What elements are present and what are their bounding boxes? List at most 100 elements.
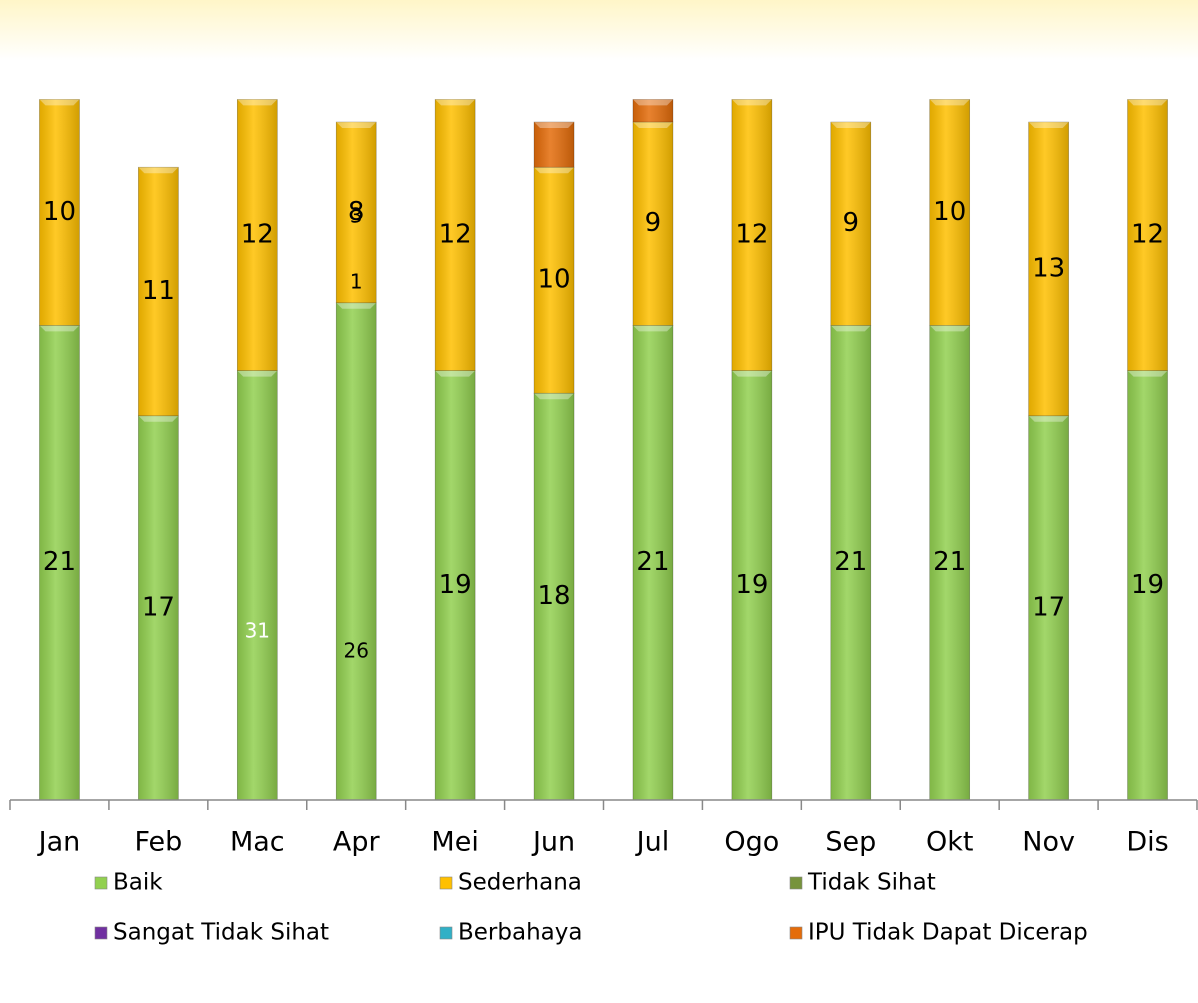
data-label: 9 [645,208,662,238]
bar-bevel [336,302,377,309]
x-tick-label: Dis [1126,827,1168,858]
legend-label: Sederhana [458,870,582,896]
annotation: 26 [343,639,368,663]
data-label: 21 [834,547,867,577]
data-label: 17 [1032,592,1065,622]
data-label: 11 [142,276,175,306]
x-tick-label: Jan [37,827,81,858]
bar-shade [138,167,179,416]
annotation: 3 [350,204,363,228]
legend-swatch [94,926,108,940]
data-label: 19 [735,570,768,600]
annotation: 31 [245,619,270,643]
bar-bevel [731,99,772,106]
data-label: 12 [241,220,274,250]
bar-shade [731,99,772,371]
x-tick-label: Jul [635,827,670,858]
bar-shade [435,99,476,371]
bar-shade [336,302,377,800]
data-label: 10 [537,265,570,295]
bar-shade [1028,415,1069,800]
x-tick-label: Ogo [724,827,779,858]
bar-shade [237,99,278,371]
bar-shade [1127,370,1168,800]
bar-bevel [138,167,179,174]
bar-bevel [632,99,673,106]
legend-label: Tidak Sihat [807,870,936,896]
bar-bevel [632,122,673,128]
bar-shade [1028,122,1069,416]
bar-bevel [1127,370,1168,377]
bar-bevel [1028,415,1069,422]
data-label: 19 [1131,570,1164,600]
bar-shade [435,370,476,800]
legend-label: Sangat Tidak Sihat [113,920,329,946]
bar-shade [39,99,80,326]
legend-swatch [789,876,803,890]
bar-bevel [534,122,575,128]
bar-shade [632,325,673,800]
x-tick-label: Sep [825,827,876,858]
legend-swatch [789,926,803,940]
bar-bevel [830,122,871,128]
bar-bevel [534,167,575,174]
bar-bevel [534,393,575,400]
x-tick-label: Nov [1022,827,1075,858]
annotation: 1 [350,270,363,294]
bar-shade [632,122,673,326]
bar-shade [929,325,970,800]
bar-bevel [830,325,871,332]
bar-shade [237,370,278,800]
data-label: 21 [636,547,669,577]
data-label: 8 [348,197,365,227]
x-tick-label: Apr [333,827,381,858]
x-tick-label: Mei [431,827,478,858]
bar-bevel [39,99,80,106]
x-tick-label: Feb [134,827,182,858]
bar-bevel [1028,122,1069,128]
bar-bevel [237,370,278,377]
data-label: 21 [933,547,966,577]
data-label: 12 [735,220,768,250]
data-label: 17 [142,592,175,622]
legend-swatch [439,926,453,940]
x-tick-label: Mac [230,827,285,858]
x-tick-label: Okt [926,827,973,858]
bar-bevel [138,415,179,422]
bar-shade [632,99,673,122]
legend-label: Baik [113,870,163,896]
bar-shade [929,99,970,326]
bar-shade [830,122,871,326]
data-label: 10 [43,197,76,227]
data-label: 21 [43,547,76,577]
bar-bevel [632,325,673,332]
bar-shade [731,370,772,800]
data-label: 13 [1032,253,1065,283]
bar-shade [534,167,575,394]
bar-bevel [237,99,278,106]
bar-shade [336,122,377,303]
legend-label: IPU Tidak Dapat Dicerap [808,920,1088,946]
data-label: 18 [537,581,570,611]
bar-bevel [336,122,377,128]
bar-shade [534,122,575,168]
bar-shade [39,325,80,800]
bar-shade [830,325,871,800]
bar-bevel [39,325,80,332]
legend-swatch [439,876,453,890]
bar-bevel [929,325,970,332]
bar-bevel [1127,99,1168,106]
data-label: 9 [843,208,860,238]
bar-shade [1127,99,1168,371]
bar-bevel [435,370,476,377]
legend-swatch [94,876,108,890]
legend-label: Berbahaya [458,920,582,946]
bar-bevel [435,99,476,106]
data-label: 19 [439,570,472,600]
data-label: 12 [1131,220,1164,250]
data-label: 12 [439,220,472,250]
x-tick-label: Jun [531,827,575,858]
data-label: 10 [933,197,966,227]
